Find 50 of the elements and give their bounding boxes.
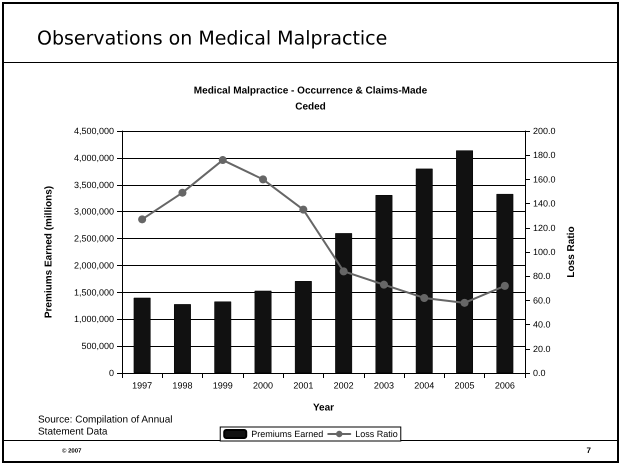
point xyxy=(138,215,146,224)
point xyxy=(299,206,308,214)
x-tick-label: 2002 xyxy=(334,380,354,390)
source-note: Source: Compilation of Annual Statement Data xyxy=(38,414,173,438)
y-tick-label: 4,500,000 xyxy=(74,126,114,136)
y2-tick-label: 60.0 xyxy=(533,295,551,306)
y2-tick-label: 40.0 xyxy=(533,320,551,330)
y2-axis-title: Loss Ratio xyxy=(566,226,577,278)
y-tick-label: 1,500,000 xyxy=(74,287,114,298)
point xyxy=(380,280,388,289)
point xyxy=(218,156,227,164)
point xyxy=(178,188,186,197)
y-tick-label: 3,500,000 xyxy=(74,180,114,190)
y2-tick-label: 80.0 xyxy=(533,271,551,282)
y2-tick-label: 100.0 xyxy=(533,247,556,257)
point xyxy=(259,175,268,184)
legend-label: Premiums Earned xyxy=(251,429,324,439)
text: 7 xyxy=(586,446,592,455)
x-tick-label: 2001 xyxy=(293,380,314,390)
legend-label: Loss Ratio xyxy=(355,429,398,439)
x-tick-label: 2000 xyxy=(253,380,274,390)
y2-tick-label: 140.0 xyxy=(533,198,556,209)
x-tick-label: 2003 xyxy=(374,380,394,390)
y2-tick-label: 180.0 xyxy=(533,150,556,160)
point xyxy=(420,294,428,302)
y2-tick-label: 20.0 xyxy=(533,344,551,354)
chart-title: Observations on Medical Malpractice xyxy=(37,28,388,50)
x-axis-title: Year xyxy=(312,402,334,414)
y2-tick-label: 0.0 xyxy=(533,368,546,378)
x-tick-label: 1999 xyxy=(212,380,233,390)
y-tick-label: 0 xyxy=(108,368,114,378)
y-tick-label: 2,000,000 xyxy=(74,260,114,270)
point xyxy=(340,267,348,276)
y2-tick-label: 120.0 xyxy=(533,222,556,233)
x-tick-label: 2006 xyxy=(494,380,515,390)
y2-tick-label: 200.0 xyxy=(533,126,556,136)
chart-subtitle: Medical Malpractice - Occurrence & Claims-Made Ceded xyxy=(194,86,428,112)
y2-tick-label: 160.0 xyxy=(533,174,556,184)
x-tick-label: 2005 xyxy=(454,380,475,390)
point xyxy=(460,298,469,307)
y-tick-label: 2,500,000 xyxy=(74,234,114,244)
x-tick-label: 2004 xyxy=(414,380,434,390)
x-tick-label: 1998 xyxy=(172,380,192,390)
x-tick-label: 1997 xyxy=(132,380,152,390)
y-tick-label: 500,000 xyxy=(81,341,114,352)
point xyxy=(500,282,509,290)
y-tick-label: 4,000,000 xyxy=(74,152,114,163)
y-tick-label: 3,000,000 xyxy=(74,206,114,217)
y-axis-title: Premiums Earned (millions) xyxy=(44,186,54,318)
y-tick-label: 1,000,000 xyxy=(74,314,114,324)
